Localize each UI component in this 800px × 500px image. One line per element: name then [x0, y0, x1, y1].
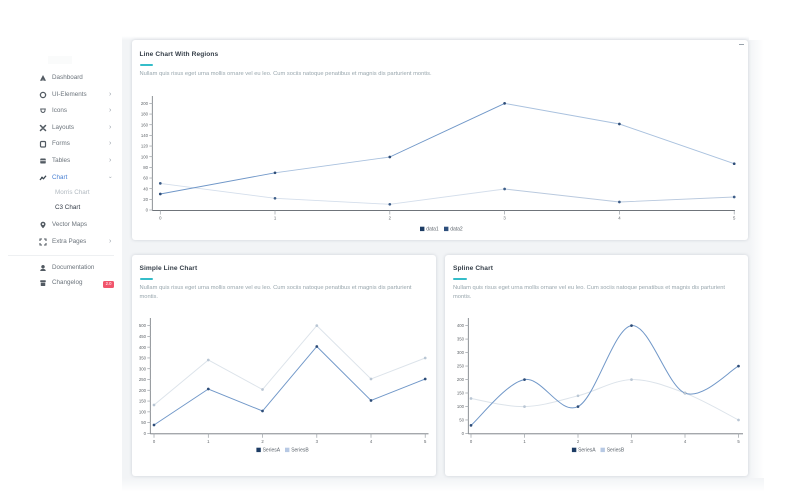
- svg-text:50: 50: [459, 418, 464, 423]
- svg-text:50: 50: [141, 420, 146, 425]
- svg-text:200: 200: [139, 388, 147, 393]
- svg-text:100: 100: [457, 404, 465, 409]
- svg-text:180: 180: [141, 112, 149, 117]
- svg-text:20: 20: [143, 197, 148, 202]
- svg-text:100: 100: [141, 154, 149, 159]
- svg-text:5: 5: [424, 439, 427, 444]
- svg-text:3: 3: [316, 439, 319, 444]
- svg-text:4: 4: [370, 439, 373, 444]
- svg-text:data1: data1: [426, 227, 439, 233]
- svg-text:150: 150: [139, 399, 147, 404]
- svg-text:100: 100: [139, 409, 147, 414]
- svg-text:200: 200: [141, 101, 149, 106]
- svg-text:200: 200: [457, 377, 465, 382]
- svg-text:0: 0: [144, 431, 147, 436]
- svg-text:2: 2: [577, 439, 580, 444]
- svg-text:1: 1: [207, 439, 210, 444]
- svg-text:140: 140: [141, 133, 149, 138]
- svg-text:data2: data2: [450, 227, 463, 233]
- svg-text:SeriesB: SeriesB: [291, 448, 309, 454]
- svg-text:SeriesA: SeriesA: [578, 448, 596, 454]
- svg-text:250: 250: [139, 377, 147, 382]
- svg-text:0: 0: [153, 439, 156, 444]
- svg-text:2: 2: [261, 439, 264, 444]
- svg-text:4: 4: [618, 216, 621, 221]
- svg-text:60: 60: [143, 176, 148, 181]
- svg-text:300: 300: [139, 366, 147, 371]
- svg-text:0: 0: [159, 216, 162, 221]
- svg-text:350: 350: [457, 337, 465, 342]
- svg-text:0: 0: [462, 431, 465, 436]
- svg-text:150: 150: [457, 391, 465, 396]
- svg-text:500: 500: [139, 323, 147, 328]
- svg-text:SeriesB: SeriesB: [607, 448, 625, 454]
- svg-text:3: 3: [503, 216, 506, 221]
- svg-text:5: 5: [737, 439, 740, 444]
- svg-text:1: 1: [523, 439, 526, 444]
- svg-text:SeriesA: SeriesA: [263, 448, 281, 454]
- svg-text:250: 250: [457, 364, 465, 369]
- svg-text:80: 80: [143, 165, 148, 170]
- svg-text:2: 2: [389, 216, 392, 221]
- svg-text:450: 450: [139, 334, 147, 339]
- svg-text:4: 4: [684, 439, 687, 444]
- svg-text:400: 400: [457, 323, 465, 328]
- svg-text:160: 160: [141, 122, 149, 127]
- svg-text:1: 1: [274, 216, 277, 221]
- svg-text:0: 0: [470, 439, 473, 444]
- svg-text:0: 0: [146, 208, 149, 213]
- svg-text:40: 40: [143, 186, 148, 191]
- svg-text:350: 350: [139, 356, 147, 361]
- svg-text:3: 3: [630, 439, 633, 444]
- svg-text:300: 300: [457, 350, 465, 355]
- svg-text:400: 400: [139, 345, 147, 350]
- svg-text:120: 120: [141, 144, 149, 149]
- svg-text:5: 5: [733, 216, 736, 221]
